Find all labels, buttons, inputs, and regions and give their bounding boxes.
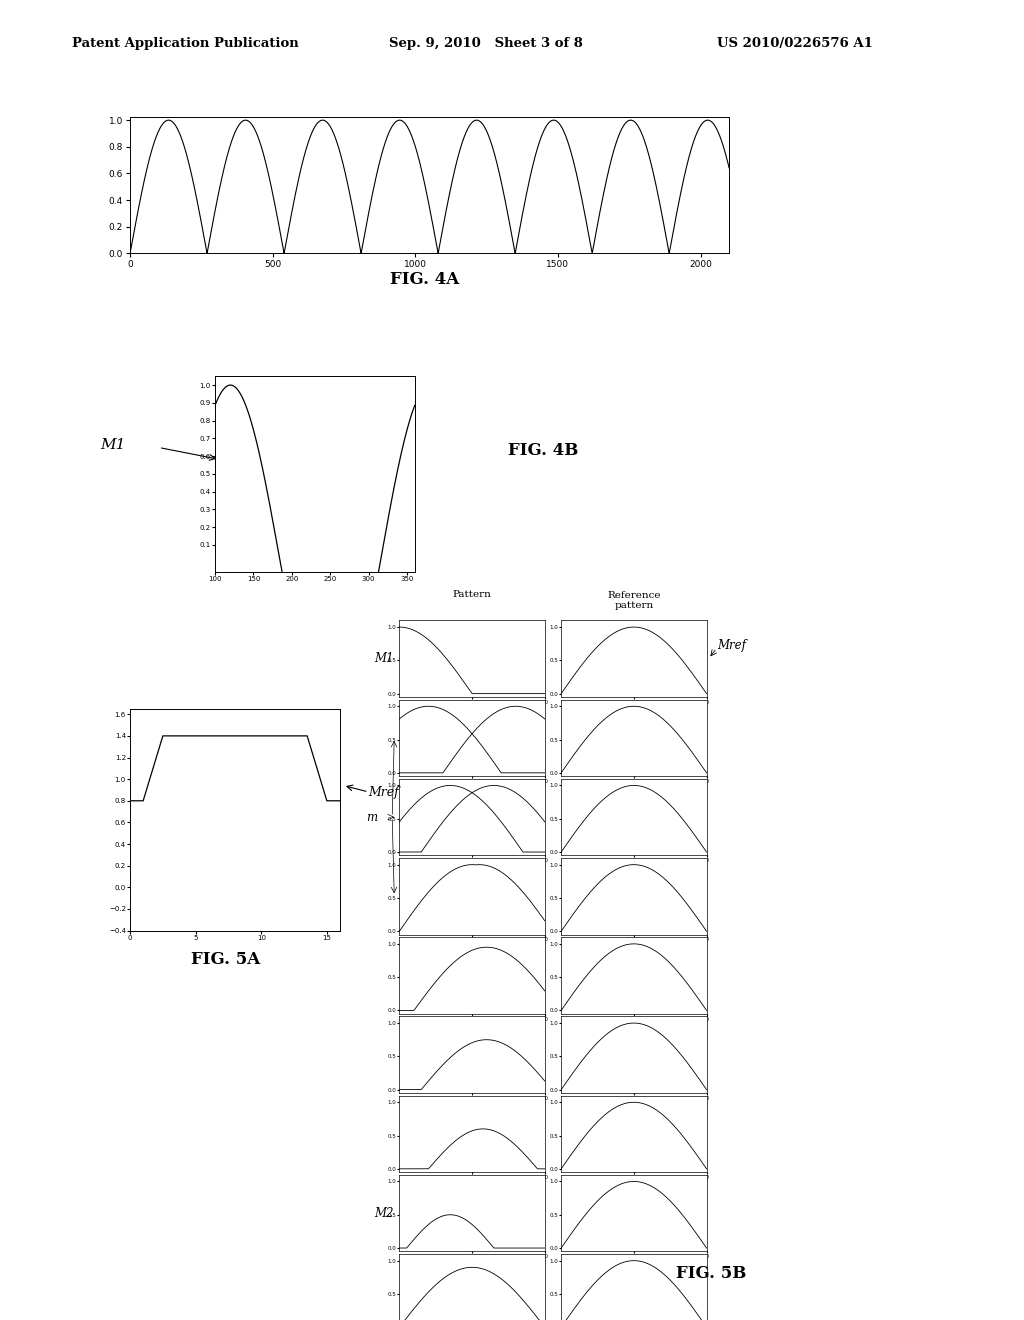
Text: M2: M2	[374, 1206, 393, 1220]
Text: FIG. 5B: FIG. 5B	[677, 1265, 746, 1282]
Text: m: m	[367, 810, 378, 824]
Text: Sep. 9, 2010   Sheet 3 of 8: Sep. 9, 2010 Sheet 3 of 8	[389, 37, 583, 50]
Text: FIG. 4B: FIG. 4B	[508, 442, 578, 459]
Text: Reference
pattern: Reference pattern	[607, 591, 660, 610]
Text: FIG. 4A: FIG. 4A	[390, 271, 460, 288]
Text: Patent Application Publication: Patent Application Publication	[72, 37, 298, 50]
Text: Mref: Mref	[717, 639, 745, 652]
Text: M1: M1	[100, 438, 126, 451]
Text: M1: M1	[374, 652, 393, 665]
Text: FIG. 5A: FIG. 5A	[190, 950, 260, 968]
Text: Pattern: Pattern	[453, 590, 492, 599]
Text: Mref: Mref	[369, 785, 399, 799]
Text: US 2010/0226576 A1: US 2010/0226576 A1	[717, 37, 872, 50]
